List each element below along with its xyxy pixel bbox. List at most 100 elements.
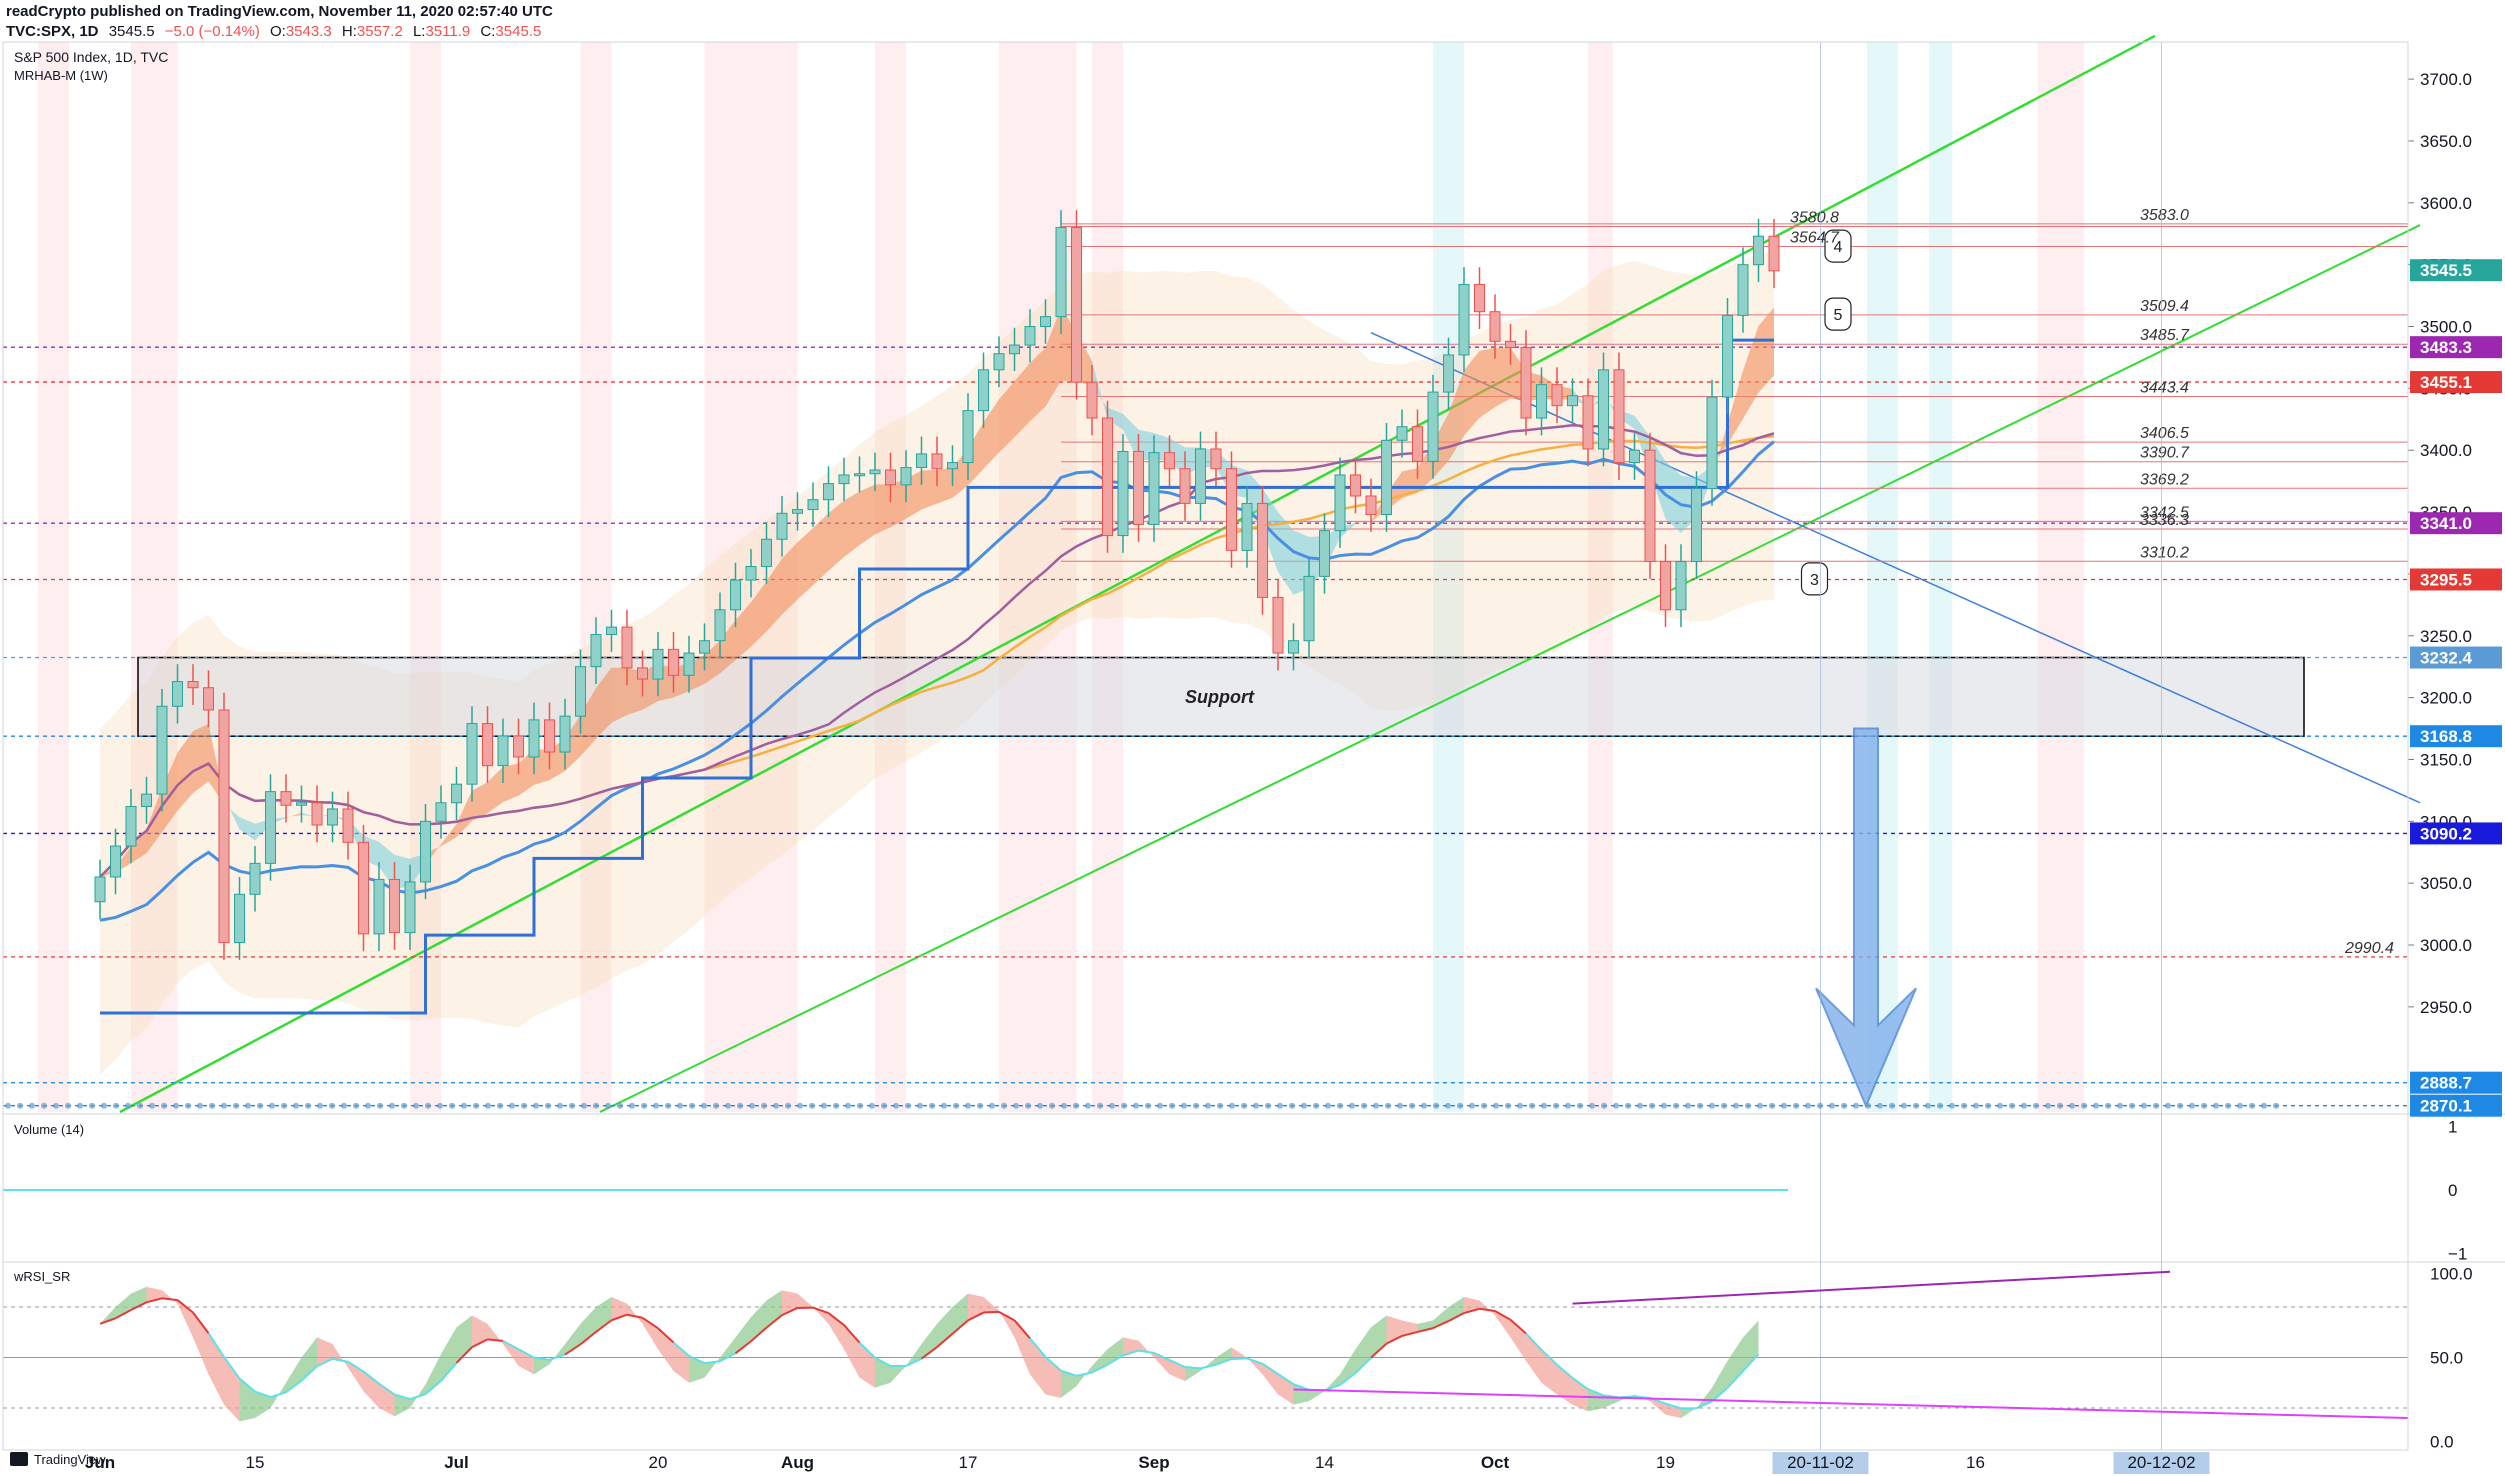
candle [962,410,974,464]
candle [931,453,943,470]
baseline-dot [761,1102,767,1109]
ema-ribbon-segment [425,844,441,865]
baseline-dot [2249,1102,2255,1109]
baseline-dot [689,1102,695,1109]
ema-ribbon-segment [456,790,472,838]
ema-ribbon-segment [503,763,519,803]
candle [125,805,137,847]
baseline-dot [1985,1102,1991,1109]
rsi-signal-segment [549,1353,566,1361]
rsi-ribbon-segment [751,1300,767,1342]
rsi-ribbon-segment [952,1293,968,1334]
high-value: 3557.2 [356,23,403,40]
close-value: 3545.5 [495,23,542,40]
ema-ribbon-segment [1123,413,1139,462]
ema-ribbon-segment [177,730,193,811]
ema-ribbon-segment [937,467,953,504]
baseline-dot [1913,1102,1919,1109]
baseline-dot [2213,1102,2219,1109]
rsi-signal-segment [734,1340,752,1355]
price-tag [2410,1094,2502,1117]
rsi-ribbon-segment [255,1391,271,1419]
baseline-dot [1457,1102,1463,1109]
rsi-ribbon-segment [472,1315,488,1348]
candle [420,820,431,883]
rsi-signal-segment [688,1354,705,1365]
price-tag-label: 3295.5 [2420,570,2472,589]
baseline-dot [1601,1102,1607,1109]
rsi-pane-title: wRSI_SR [13,1269,70,1284]
candle [1381,439,1392,516]
baseline-dot [1829,1102,1835,1109]
candle [327,808,338,826]
baseline-dot [1097,1102,1103,1109]
baseline-dot [1481,1102,1487,1109]
baseline-dot [1373,1102,1379,1109]
channel-lower-line [599,224,2421,1113]
rsi-signal-segment [1246,1357,1263,1365]
baseline-dot [1421,1102,1427,1109]
rsi-ribbon-segment [844,1325,860,1378]
rsi-ribbon-segment [1262,1363,1278,1395]
baseline-dot [125,1102,131,1109]
level-label: 3583.0 [2140,207,2189,224]
candle [311,802,323,826]
stepped-line [100,338,1774,1015]
candle [745,565,757,581]
rsi-ribbon-segment [611,1296,627,1321]
candle [761,538,772,567]
wave-label: 3 [1810,572,1819,589]
baseline-dot [641,1102,647,1109]
regime-band [131,42,178,1112]
baseline-dot [521,1102,527,1109]
rsi-ribbon-segment [441,1327,457,1381]
baseline-dot [317,1102,323,1109]
rsi-signal-segment [1091,1363,1108,1374]
ema-ribbon-segment [1092,360,1108,420]
rsi-signal-segment [781,1307,798,1317]
baseline-dot [389,1102,395,1109]
baseline-dot [2261,1102,2267,1109]
volume-tick-label: 1 [2448,1117,2457,1136]
rsi-signal-segment [146,1297,163,1304]
candle [1536,384,1547,419]
ema-ribbon-segment [890,478,906,528]
regime-band [1588,42,1613,1112]
rsi-ribbon-segment [1681,1407,1697,1419]
baseline-dot [1013,1102,1019,1109]
ema-ribbon-segment [1278,512,1294,595]
baseline-dot [1133,1102,1139,1109]
price-tag [2410,568,2502,591]
baseline-dot [857,1102,863,1109]
rsi-ribbon-segment [1386,1315,1402,1344]
rsi-signal-segment [533,1356,550,1361]
channel-upper-line [119,34,2156,1114]
rsi-signal-segment [905,1357,922,1367]
x-tick-label: 20 [649,1453,668,1472]
rsi-signal-segment [1432,1320,1449,1330]
chart-legend-indicator: MRHAB-M (1W) [14,68,108,83]
rsi-signal-segment [719,1352,736,1363]
baseline-dot [1637,1102,1643,1109]
ema-ribbon-segment [828,500,844,571]
rsi-ribbon-segment [534,1357,550,1375]
candle [156,705,168,795]
rsi-signal-segment [316,1357,333,1368]
y-tick-label: 3650.0 [2420,132,2472,151]
ema-ribbon-segment [1045,307,1061,407]
baseline-dot [1745,1102,1751,1109]
candle [1040,316,1051,328]
rsi-signal-segment [1261,1362,1279,1375]
ema-ribbon-segment [1030,347,1046,422]
rsi-signal-segment [378,1382,396,1396]
candle [993,353,1005,371]
rsi-ribbon-segment [1526,1333,1542,1383]
rsi-ribbon-segment [1324,1374,1340,1392]
regime-band [2037,42,2084,1112]
baseline-dot [1301,1102,1307,1109]
rsi-signal-segment [1711,1387,1729,1403]
baseline-dot [569,1102,575,1109]
rsi-ribbon-segment [1371,1315,1387,1358]
rsi-ribbon-segment [1200,1357,1216,1371]
